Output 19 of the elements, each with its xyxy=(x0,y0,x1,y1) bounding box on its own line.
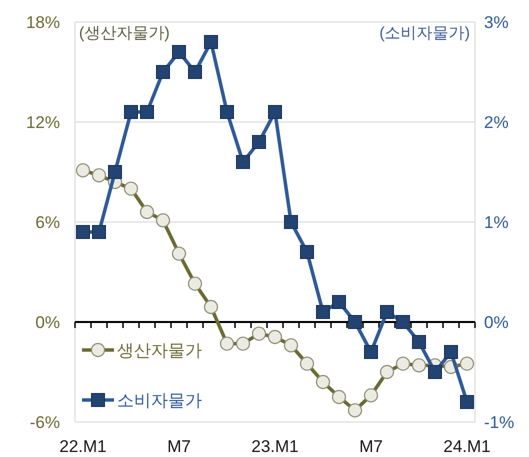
y2-tick-label: 2% xyxy=(484,113,509,132)
legend-label: 생산자물가 xyxy=(117,341,202,360)
x-tick-label: 23.M1 xyxy=(251,437,299,456)
x-tick-label: 24.M1 xyxy=(443,437,491,456)
y2-tick-label: 0% xyxy=(484,313,509,332)
y-tick-label: 6% xyxy=(35,213,60,232)
y2-tick-label: 3% xyxy=(484,13,509,32)
x-tick-label: M7 xyxy=(167,437,191,456)
y2-tick-label: 1% xyxy=(484,213,509,232)
x-tick-label: M7 xyxy=(359,437,383,456)
y2-axis-title: (소비자물가) xyxy=(379,25,470,42)
x-tick-label: 22.M1 xyxy=(59,437,107,456)
y-tick-label: -6% xyxy=(30,413,60,432)
y2-tick-label: -1% xyxy=(484,413,514,432)
y-axis-title: (생산자물가) xyxy=(79,25,170,42)
y-tick-label: 12% xyxy=(26,113,60,132)
legend-label: 소비자물가 xyxy=(117,391,202,410)
y-tick-label: 18% xyxy=(26,13,60,32)
y-tick-label: 0% xyxy=(35,313,60,332)
